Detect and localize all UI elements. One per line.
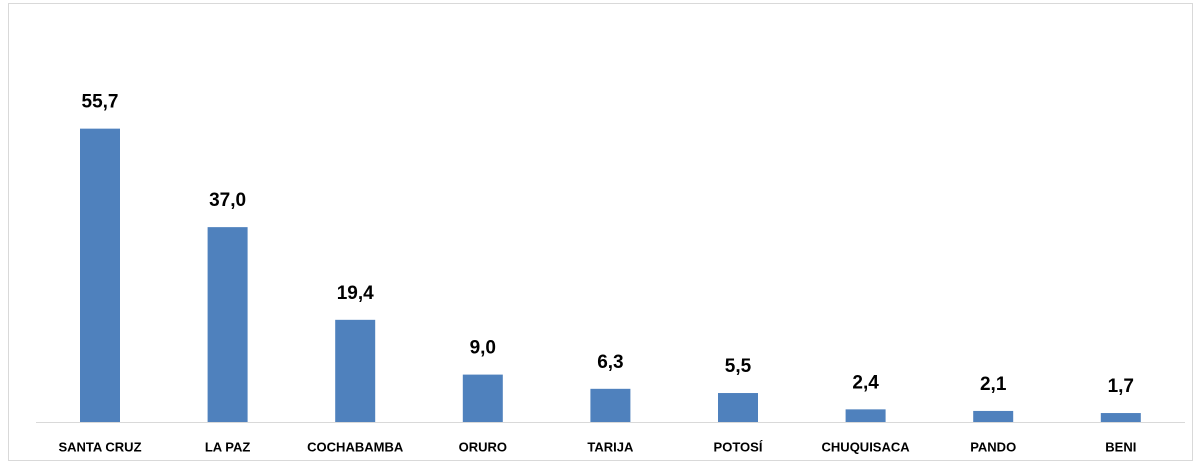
x-tick-label: ORURO xyxy=(459,439,507,454)
data-label: 1,7 xyxy=(1108,376,1134,397)
x-tick-label: BENI xyxy=(1105,439,1136,454)
bar xyxy=(973,410,1014,422)
data-label: 37,0 xyxy=(209,190,246,211)
data-label: 2,1 xyxy=(980,374,1007,395)
bar xyxy=(845,409,886,422)
x-tick-label: SANTA CRUZ xyxy=(58,439,141,454)
bar xyxy=(718,393,758,422)
data-label: 2,4 xyxy=(852,372,879,393)
bar xyxy=(335,319,376,422)
data-label: 9,0 xyxy=(470,338,496,359)
bar xyxy=(1100,413,1141,422)
x-tick-label: TARIJA xyxy=(587,439,634,454)
bar xyxy=(80,128,120,422)
data-label: 55,7 xyxy=(82,92,119,113)
data-label: 19,4 xyxy=(337,283,374,304)
data-label: 6,3 xyxy=(597,352,623,373)
bar xyxy=(207,227,248,422)
x-tick-label: PANDO xyxy=(970,439,1016,454)
x-tick-label: POTOSÍ xyxy=(714,439,763,454)
chart-border xyxy=(8,3,1193,461)
x-tick-label: COCHABAMBA xyxy=(307,439,404,454)
x-tick-label: LA PAZ xyxy=(205,439,251,454)
data-label: 5,5 xyxy=(725,356,752,377)
bar xyxy=(462,374,503,422)
bar xyxy=(590,388,631,422)
x-tick-label: CHUQUISACA xyxy=(822,439,911,454)
